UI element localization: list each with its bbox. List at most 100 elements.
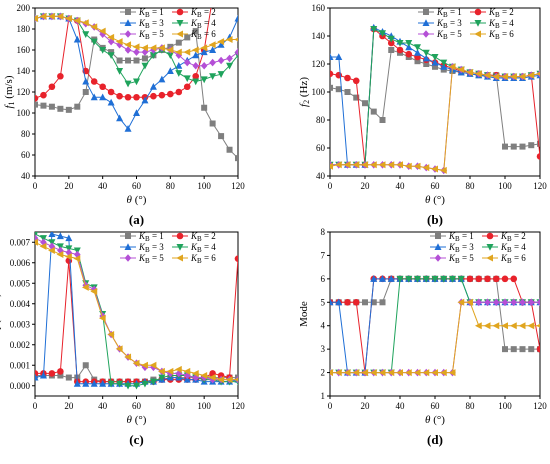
legend-marker-1 bbox=[125, 9, 131, 15]
data-point-1 bbox=[65, 374, 72, 381]
data-point-2 bbox=[396, 46, 404, 54]
legend-entry-1: KB = 1 bbox=[436, 7, 462, 19]
data-point-5 bbox=[192, 61, 200, 70]
data-point-6 bbox=[81, 283, 89, 291]
x-tick-label: 20 bbox=[361, 181, 371, 191]
data-point-6 bbox=[124, 353, 132, 361]
data-point-2 bbox=[40, 91, 47, 99]
x-tick-label: 80 bbox=[466, 181, 476, 191]
data-point-4 bbox=[107, 52, 115, 60]
data-point-1 bbox=[48, 103, 55, 110]
y-tick-label: 180 bbox=[17, 24, 31, 34]
data-point-6 bbox=[413, 162, 421, 170]
data-point-3 bbox=[387, 275, 395, 282]
legend-marker-4 bbox=[176, 20, 184, 27]
data-point-5 bbox=[175, 51, 183, 60]
x-tick-label: 80 bbox=[166, 401, 176, 411]
data-point-2 bbox=[192, 72, 200, 80]
data-point-1 bbox=[510, 346, 517, 353]
data-point-6 bbox=[457, 298, 465, 306]
legend-marker-2 bbox=[474, 8, 482, 16]
data-point-3 bbox=[39, 371, 47, 379]
data-point-3 bbox=[107, 98, 115, 106]
data-point-3 bbox=[73, 35, 81, 43]
data-point-1 bbox=[537, 140, 540, 147]
data-point-1 bbox=[209, 120, 216, 127]
data-point-6 bbox=[361, 161, 368, 169]
x-tick-label: 20 bbox=[64, 181, 74, 191]
data-point-1 bbox=[35, 101, 38, 108]
data-point-5 bbox=[209, 375, 216, 384]
data-point-6 bbox=[527, 71, 535, 79]
y-tick-label: 140 bbox=[17, 66, 31, 76]
data-point-2 bbox=[536, 153, 540, 160]
data-point-4 bbox=[217, 71, 225, 78]
legend-entry-6: KB = 6 bbox=[500, 253, 526, 265]
data-point-5 bbox=[475, 298, 483, 307]
series-line-5 bbox=[330, 301, 540, 374]
data-point-6 bbox=[39, 242, 47, 250]
legend: KB = 1 KB = 2 KB = 3 KB = 4 KB = 5 KB = 6 bbox=[120, 231, 216, 265]
data-point-4 bbox=[99, 47, 107, 54]
data-point-2 bbox=[475, 275, 483, 283]
data-point-6 bbox=[352, 369, 360, 377]
series-line-6 bbox=[330, 66, 540, 171]
data-point-5 bbox=[150, 46, 157, 54]
data-point-6 bbox=[330, 369, 333, 377]
data-point-3 bbox=[48, 232, 56, 238]
data-point-6 bbox=[474, 322, 482, 330]
series-line-1 bbox=[330, 278, 540, 350]
data-point-5 bbox=[492, 298, 500, 307]
data-point-6 bbox=[234, 377, 238, 382]
legend-marker-4 bbox=[486, 244, 494, 251]
data-point-4 bbox=[440, 59, 448, 67]
data-point-6 bbox=[56, 12, 64, 20]
data-point-4 bbox=[82, 31, 90, 39]
series-group bbox=[35, 8, 238, 162]
data-point-6 bbox=[132, 359, 140, 367]
data-point-4 bbox=[200, 76, 208, 84]
data-point-4 bbox=[192, 78, 200, 86]
data-point-3 bbox=[99, 379, 107, 387]
x-tick-label: 80 bbox=[166, 181, 176, 191]
x-tick-label: 60 bbox=[132, 401, 142, 411]
data-point-5 bbox=[234, 48, 238, 56]
data-point-6 bbox=[200, 44, 208, 52]
data-point-3 bbox=[65, 234, 73, 242]
data-point-1 bbox=[235, 155, 238, 162]
data-point-6 bbox=[132, 43, 140, 51]
y-tick-label: 5 bbox=[321, 297, 326, 307]
x-tick-label: 40 bbox=[396, 401, 406, 411]
data-point-4 bbox=[431, 275, 439, 283]
data-point-5 bbox=[124, 46, 132, 54]
data-point-1 bbox=[432, 63, 438, 70]
data-point-6 bbox=[509, 73, 517, 81]
data-point-6 bbox=[431, 165, 438, 173]
data-point-5 bbox=[141, 48, 149, 56]
data-point-1 bbox=[528, 142, 535, 149]
data-point-3 bbox=[90, 379, 98, 387]
legend-marker-3 bbox=[124, 243, 132, 250]
y-tick-label: 2 bbox=[321, 368, 326, 378]
data-point-6 bbox=[466, 68, 473, 76]
legend: KB = 1 KB = 2 KB = 3 KB = 4 KB = 5 KB = 6 bbox=[120, 7, 216, 41]
data-point-3 bbox=[370, 275, 378, 282]
data-point-1 bbox=[423, 61, 430, 67]
legend-entry-4: KB = 4 bbox=[500, 242, 526, 254]
data-point-4 bbox=[405, 40, 413, 47]
data-point-1 bbox=[40, 102, 47, 109]
data-point-2 bbox=[57, 368, 64, 375]
legend-marker-5 bbox=[434, 254, 442, 262]
data-point-2 bbox=[344, 298, 351, 306]
legend-marker-2 bbox=[176, 232, 184, 240]
data-point-3 bbox=[166, 67, 174, 74]
chart-panel-2: 0 20 40 60 80 100 120 40 60 80 100 120 140 160 θ (°) f2… bbox=[298, 3, 547, 227]
data-point-1 bbox=[414, 58, 421, 65]
data-point-3 bbox=[90, 93, 98, 101]
legend-marker-4 bbox=[474, 20, 482, 27]
legend-entry-3: KB = 3 bbox=[436, 18, 462, 30]
data-point-2 bbox=[116, 92, 123, 100]
y-tick-label: 0.001 bbox=[10, 360, 30, 370]
data-point-6 bbox=[457, 66, 465, 74]
data-point-6 bbox=[73, 17, 81, 25]
